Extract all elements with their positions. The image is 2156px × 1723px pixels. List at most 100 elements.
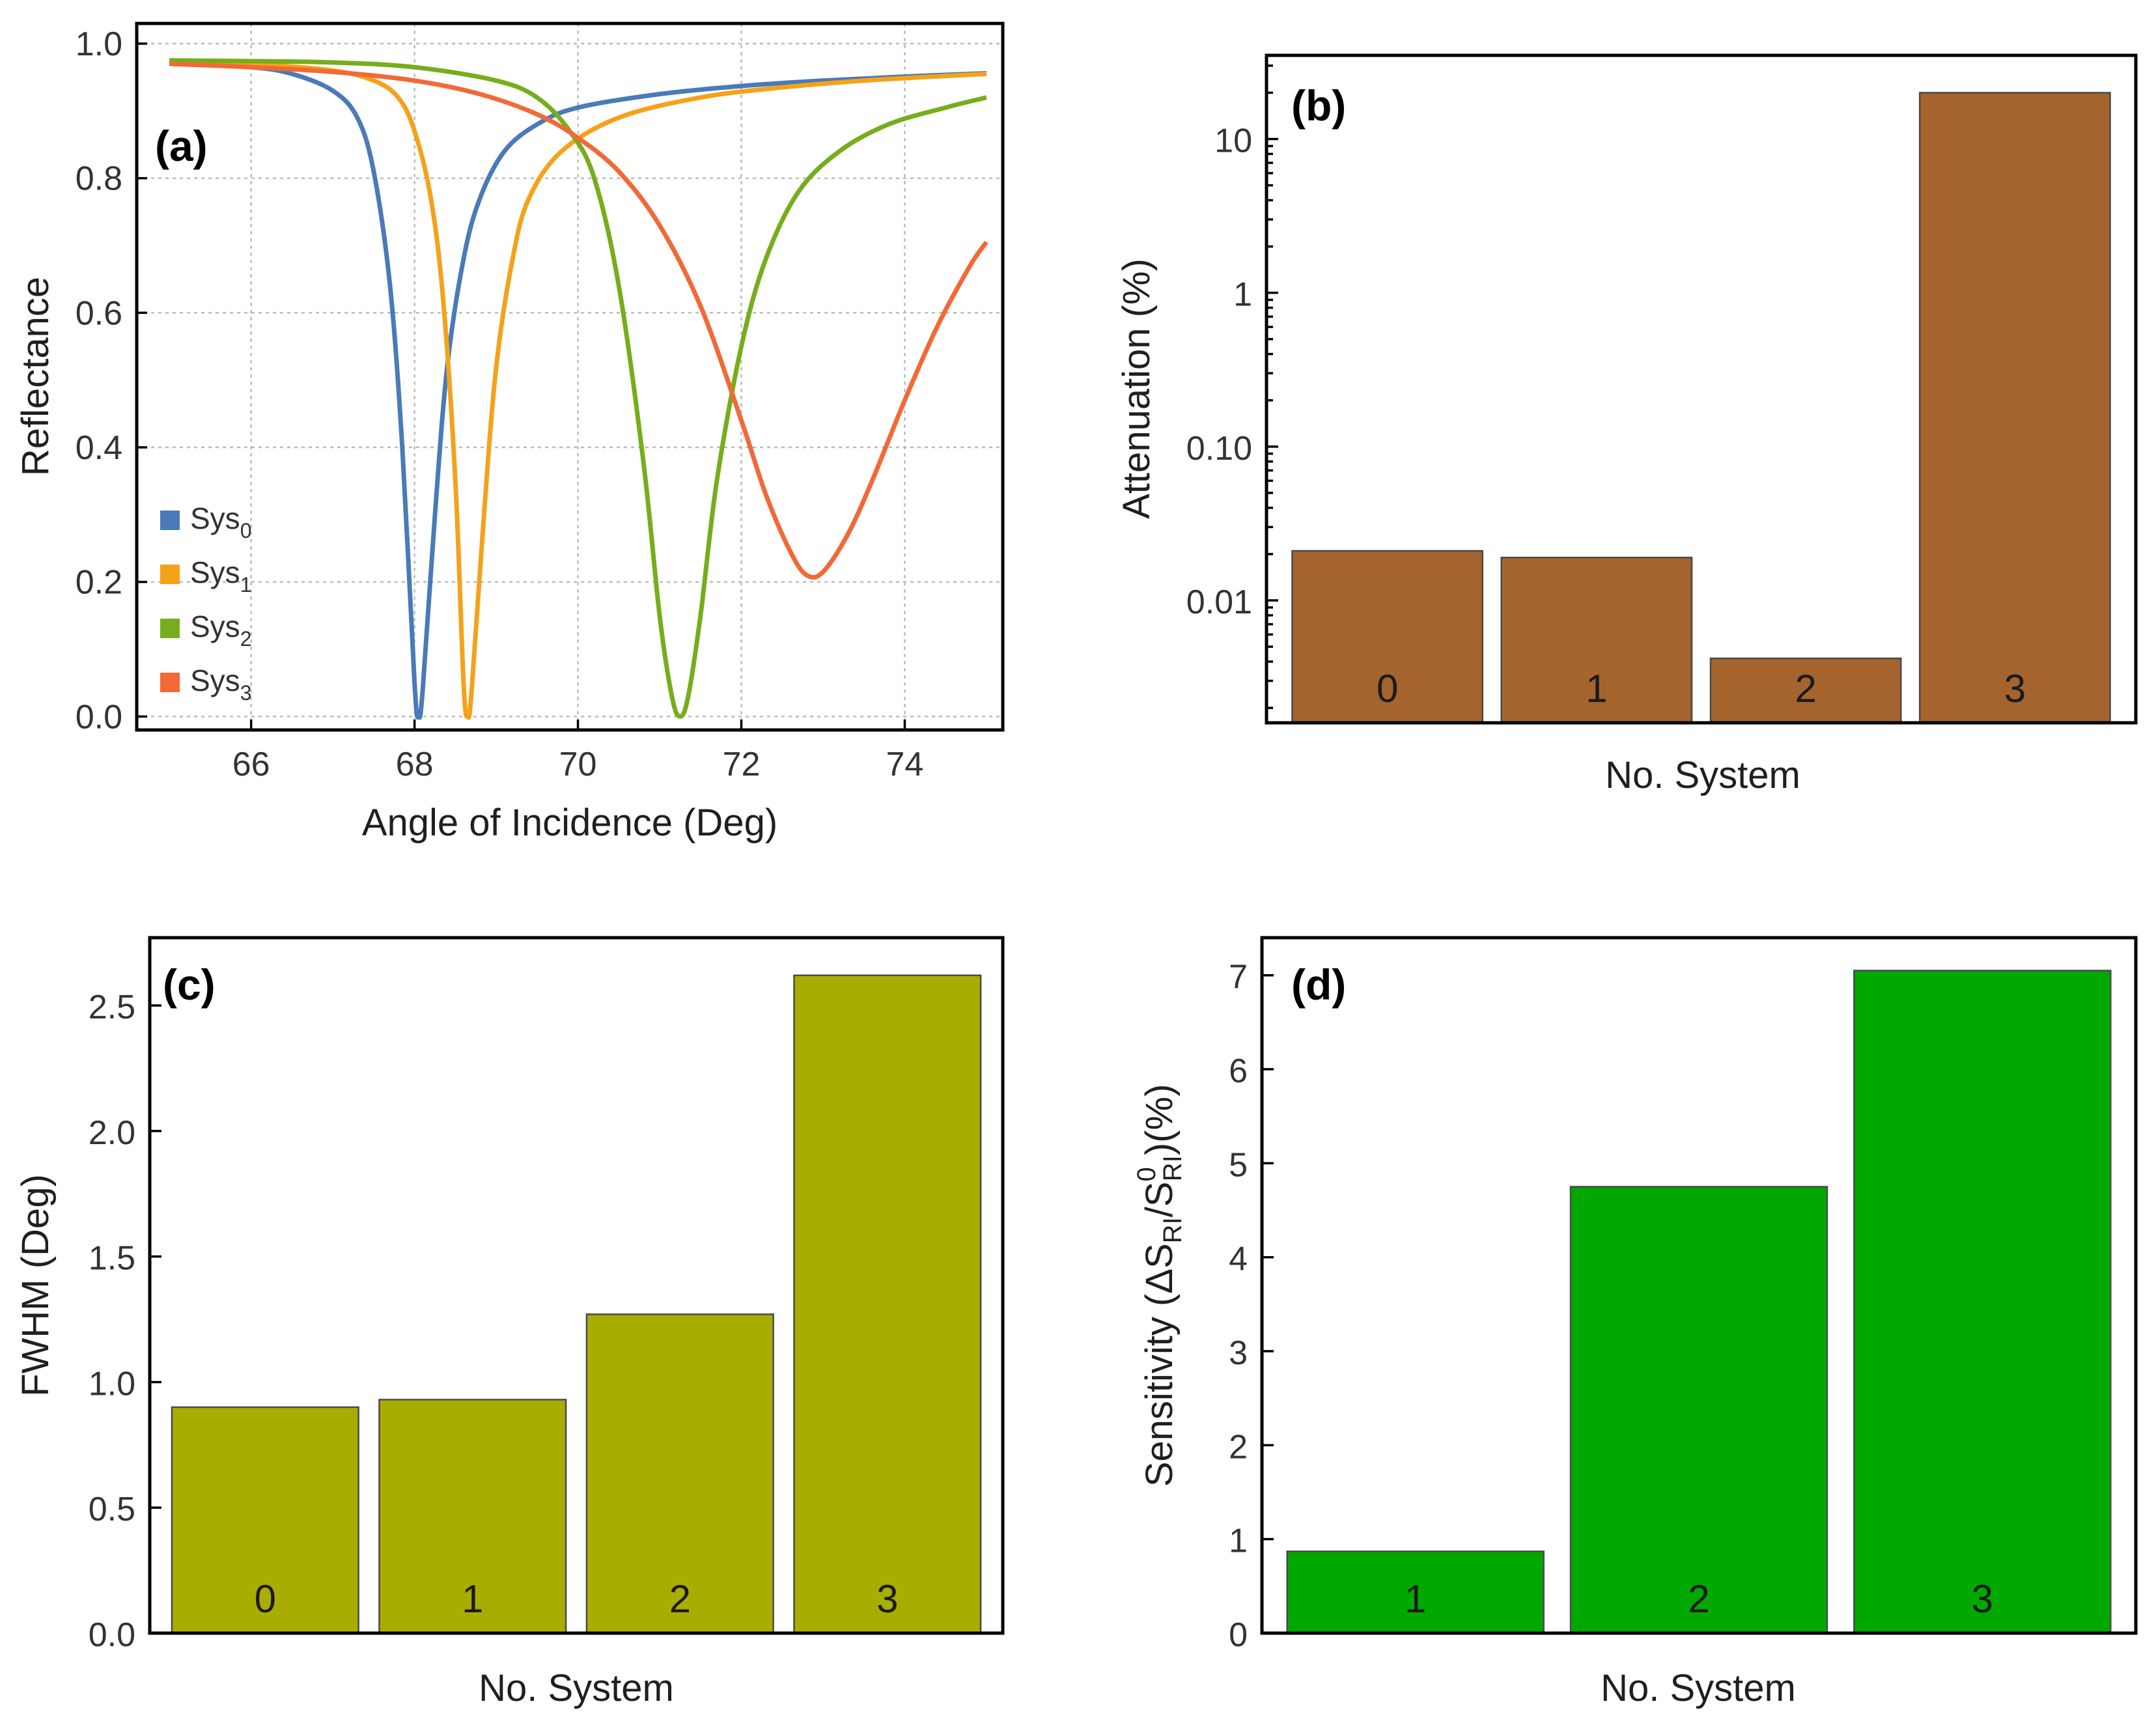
panel-a-x-tick-label: 74 — [886, 746, 924, 783]
panel-c-label: (c) — [163, 960, 216, 1009]
panel-b-y-tick-label: 10 — [1214, 122, 1252, 160]
panel-c-y-tick-label: 1.5 — [89, 1240, 135, 1278]
panel-b-y-tick-label: 0.10 — [1186, 430, 1252, 468]
panel-b-frame — [1265, 53, 2138, 725]
legend-entry-name: Sys — [190, 555, 240, 589]
panel-d-y-tick-label: 4 — [1229, 1240, 1248, 1278]
panel-a-x-tick-label: 66 — [232, 746, 270, 783]
panel-d-y-title-sub1: RI — [1158, 1217, 1187, 1243]
legend-entry-sys0: Sys0 — [190, 501, 251, 542]
panel-a-x-axis-title: Angle of Incidence (Deg) — [362, 802, 777, 844]
panel-d-ticks: 0 1 2 3 4 5 6 7 — [1229, 959, 1274, 1654]
panel-d-y-tick-label: 6 — [1229, 1052, 1248, 1090]
panel-a-y-tick-label: 0.4 — [76, 429, 122, 467]
panel-a-reflectance-plot: 66 68 70 72 74 0.0 0.2 0.4 0.6 0.8 1.0 (a) Angle o… — [14, 21, 1005, 844]
panel-a-curves — [169, 58, 988, 720]
panel-c-y-tick-label: 0.5 — [89, 1491, 135, 1528]
panel-c-frame — [148, 936, 1005, 1635]
legend-entry-sys2: Sys2 — [190, 609, 251, 651]
series-line-sys1 — [169, 58, 987, 720]
bar-label-system-3: 3 — [1972, 1577, 1993, 1621]
panel-a-x-tick-label: 70 — [559, 746, 597, 783]
legend-entry-subscript: 3 — [240, 681, 252, 705]
panel-c-y-axis-title: FWHM (Deg) — [14, 1174, 57, 1397]
bar-label-system-0: 0 — [1377, 667, 1398, 710]
panel-c-fwhm-chart: 0 1 2 3 0.0 0.5 1.0 1.5 2.0 2.5 (c) No. System F… — [14, 936, 1005, 1709]
series-line-sys3 — [169, 61, 988, 580]
panel-a-y-tick-label: 0.8 — [76, 160, 122, 198]
panel-a-frame — [135, 21, 1005, 732]
panel-c-ticks: 0.0 0.5 1.0 1.5 2.0 2.5 — [89, 988, 161, 1654]
panel-a-y-tick-label: 0.6 — [76, 294, 122, 332]
panel-c-y-tick-label: 0.0 — [89, 1616, 135, 1654]
panel-d-y-title-part3: )(%) — [1138, 1084, 1181, 1156]
panel-d-y-axis-title: Sensitivity (ΔSRI/S0RI)(%) — [1132, 1084, 1187, 1487]
panel-d-frame — [1260, 936, 2138, 1635]
legend-swatch-sys3 — [160, 673, 180, 692]
bar-system-1 — [1286, 1550, 1545, 1634]
panel-a-label: (a) — [155, 122, 208, 170]
panel-d-bars: 1 2 3 — [1286, 970, 2112, 1634]
panel-b-ticks: 0.01 0.10 1 10 — [1186, 64, 1278, 709]
panel-a-ticks: 66 68 70 72 74 0.0 0.2 0.4 0.6 0.8 1.0 — [76, 25, 924, 783]
panel-b-bars: 0 1 2 3 — [1291, 92, 2111, 724]
legend-entry-sys1: Sys1 — [190, 555, 251, 596]
bar-label-system-1: 1 — [1405, 1577, 1426, 1621]
panel-d-y-title-part2: /S — [1138, 1182, 1181, 1218]
panel-a-y-tick-label: 0.2 — [76, 564, 122, 602]
legend-entry-subscript: 0 — [240, 519, 252, 542]
panel-b-y-axis-title: Attenuation (%) — [1115, 259, 1158, 519]
panel-d-x-axis-title: No. System — [1601, 1667, 1796, 1709]
panel-c-bars: 0 1 2 3 — [171, 974, 982, 1634]
bar-system-3 — [1918, 92, 2111, 724]
panel-a-y-axis-title: Reflectance — [14, 277, 57, 476]
panel-c-x-axis-title: No. System — [479, 1667, 674, 1709]
legend-entry-subscript: 2 — [240, 627, 252, 651]
panel-b-x-axis-title: No. System — [1605, 754, 1800, 796]
legend-entry-sys3: Sys3 — [190, 664, 251, 705]
bar-label-system-1: 1 — [462, 1577, 483, 1621]
bar-label-system-2: 2 — [669, 1577, 691, 1621]
bar-label-system-1: 1 — [1586, 667, 1607, 710]
bar-system-1 — [1500, 556, 1693, 724]
panel-d-y-title-sub2: RI — [1158, 1155, 1187, 1181]
bar-system-2 — [585, 1313, 774, 1634]
bar-label-system-3: 3 — [2004, 667, 2026, 710]
bar-label-system-3: 3 — [876, 1577, 898, 1621]
panel-b-attenuation-chart: 0 1 2 3 0.01 0.10 1 10 (b) No. System Attenuat… — [1115, 53, 2138, 796]
panel-a-y-tick-label: 0.0 — [76, 698, 122, 736]
bar-system-1 — [378, 1399, 567, 1634]
panel-a-x-tick-label: 72 — [723, 746, 761, 783]
legend-entry-name: Sys — [190, 609, 240, 643]
bar-system-2 — [1569, 1186, 1828, 1634]
legend-swatch-sys0 — [160, 511, 180, 530]
panel-b-y-tick-label: 0.01 — [1186, 583, 1252, 621]
panel-d-y-tick-label: 2 — [1229, 1428, 1248, 1466]
bar-label-system-2: 2 — [1795, 667, 1816, 710]
panel-d-y-tick-label: 0 — [1229, 1616, 1248, 1654]
panel-d-label: (d) — [1291, 960, 1346, 1009]
legend-swatch-sys1 — [160, 565, 180, 584]
panel-d-y-tick-label: 3 — [1229, 1334, 1248, 1372]
panel-b-label: (b) — [1291, 81, 1346, 130]
bar-system-3 — [1853, 970, 2112, 1634]
bar-system-3 — [793, 974, 982, 1634]
bar-system-2 — [1709, 657, 1902, 724]
bar-system-0 — [1291, 550, 1484, 724]
panel-c-y-tick-label: 1.0 — [89, 1365, 135, 1403]
panel-c-y-tick-label: 2.0 — [89, 1114, 135, 1152]
panel-a-x-tick-label: 68 — [396, 746, 434, 783]
panel-d-sensitivity-chart: 1 2 3 0 1 2 3 4 5 6 7 (d) No. System Sensitivity … — [1132, 936, 2138, 1709]
legend-entry-subscript: 1 — [240, 573, 252, 596]
series-line-sys0 — [169, 60, 987, 720]
bar-label-system-2: 2 — [1688, 1577, 1709, 1621]
legend-swatch-sys2 — [160, 619, 180, 638]
legend-entry-name: Sys — [190, 664, 240, 697]
series-line-sys2 — [169, 58, 987, 719]
panel-d-y-tick-label: 1 — [1229, 1522, 1248, 1560]
panel-d-y-tick-label: 7 — [1229, 959, 1248, 996]
panel-a-y-tick-label: 1.0 — [76, 25, 122, 63]
panel-d-y-tick-label: 5 — [1229, 1146, 1248, 1184]
bar-label-system-0: 0 — [255, 1577, 276, 1621]
